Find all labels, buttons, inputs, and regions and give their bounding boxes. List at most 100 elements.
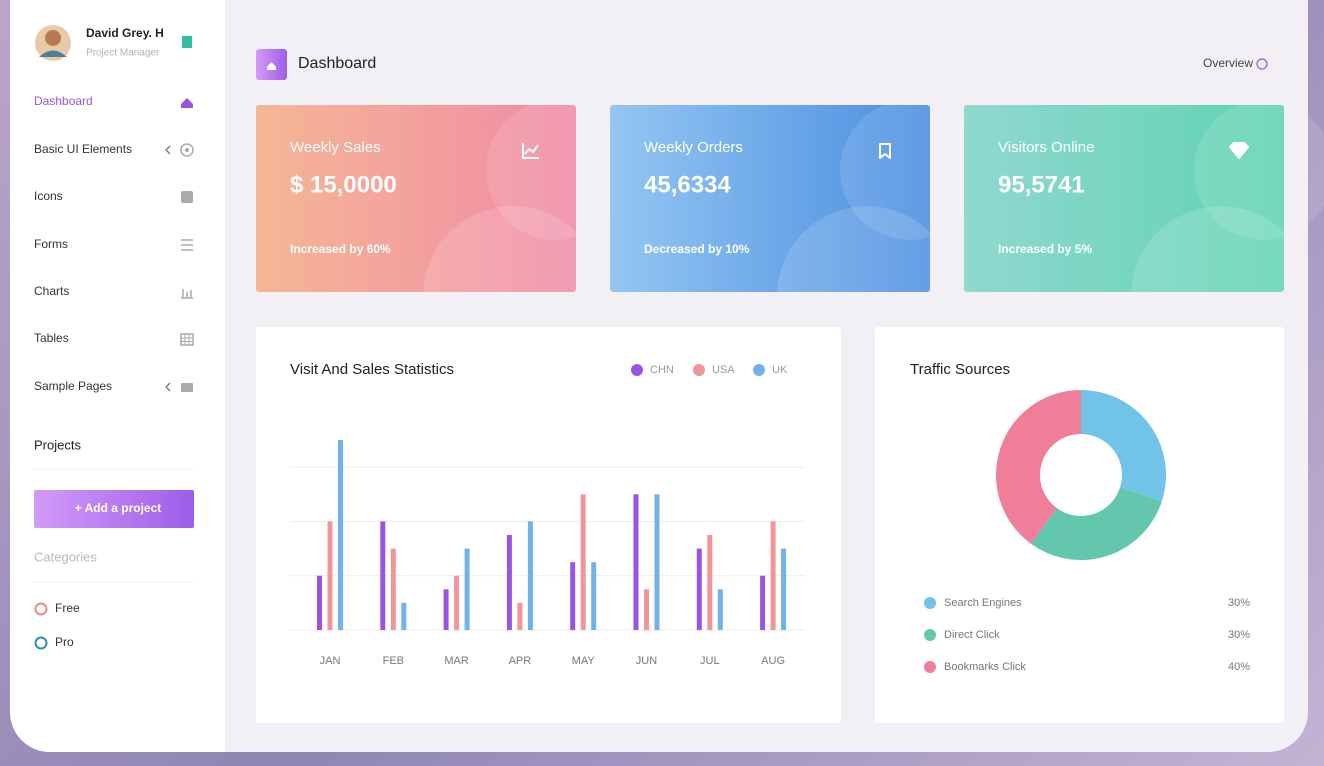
bar [591,562,597,630]
icon-target-dot [185,148,189,152]
legend-value: 30% [1228,597,1250,609]
user-role: Project Manager [86,48,160,59]
bar [454,575,460,630]
chevron[interactable] [165,382,171,392]
card-note: Increased by 60% [290,242,391,256]
bar [770,521,776,630]
chart-title: Traffic Sources [910,361,1010,378]
menu-item[interactable]: Dashboard [34,94,93,108]
donut-segment [996,390,1081,544]
category-label[interactable]: Free [55,601,80,615]
bar [401,602,407,630]
card-deco [423,206,576,292]
bar [443,589,449,630]
legend-dot [631,364,643,376]
donut-chart: Search Engines 30% Direct Click 30% Bookmark… [924,390,1250,673]
donut-segment [1031,487,1162,560]
bar [633,494,639,630]
sidebar-bg [10,0,225,752]
add-project-button[interactable] [34,490,194,528]
card-deco [777,206,930,292]
menu-item[interactable]: Sample Pages [34,379,112,393]
card-value: 95,5741 [998,171,1085,198]
stat-card: Weekly Sales $ 15,0000 Increased by 60% [256,100,626,292]
overview-link[interactable]: Overview [1203,56,1253,70]
x-tick-label: MAY [572,655,596,667]
menu-item[interactable]: Forms [34,237,68,251]
x-tick-label: JUN [636,655,657,667]
bar [464,548,470,630]
x-tick-label: FEB [383,655,404,667]
chevron[interactable] [165,145,171,155]
x-tick-label: AUG [761,655,785,667]
x-tick-label: JUL [700,655,720,667]
x-tick-label: MAR [444,655,469,667]
add-project-label: + Add a project [75,501,162,515]
category-dot [34,636,48,650]
menu-item[interactable]: Charts [34,284,69,298]
bar [644,589,649,630]
categories-heading: Categories [34,549,97,564]
menu-item[interactable]: Basic UI Elements [34,142,132,156]
bar [570,562,576,630]
bar [654,494,660,630]
card-value: $ 15,0000 [290,171,397,198]
card-title: Weekly Orders [644,139,743,156]
stat-card: Visitors Online 95,5741 Increased by 5% [964,100,1324,292]
card-title: Weekly Sales [290,139,381,156]
x-tick-label: JAN [320,655,341,667]
avatar-body [39,50,67,57]
x-tick-label: APR [509,655,532,667]
card-title: Visitors Online [998,139,1094,156]
bar [338,440,343,630]
info-icon[interactable] [1256,58,1268,70]
icon-list [181,239,193,251]
projects-heading: Projects [34,437,81,452]
bar [696,548,702,630]
legend-dot [924,629,936,641]
bar [781,548,787,630]
icon-home [181,98,193,108]
bar [580,494,586,630]
card-icon [1229,142,1249,159]
legend-value: 40% [1228,661,1250,673]
card-icon [879,143,891,159]
page-title: Dashboard [298,55,376,72]
menu-item[interactable]: Icons [34,189,63,203]
bar [317,575,322,630]
bar [506,535,512,630]
stat-card: Weekly Orders 45,6334 Decreased by 10% [610,100,980,292]
card-bg [964,105,1284,292]
card-value: 45,6334 [644,171,731,198]
legend-dot [693,364,705,376]
chart-title: Visit And Sales Statistics [290,361,454,378]
bar [717,589,723,630]
bar [390,548,396,630]
menu-item[interactable]: Tables [34,331,69,345]
bar [527,521,533,630]
card-note: Decreased by 10% [644,242,750,256]
legend-label: Direct Click [944,629,1000,641]
header-home [267,62,276,70]
bar-chart: JAN FEB MAR APR MAY JUN JUL AUG CHN USA UK [290,364,805,667]
card-bg [610,105,930,292]
card-deco [840,100,980,240]
icon-table [180,333,194,346]
legend-label: UK [772,364,788,376]
icon-table-grid [181,334,193,345]
legend-label: CHN [650,364,674,376]
visit-panel [256,327,841,723]
icon-chart [181,289,193,299]
bar [517,602,523,630]
card-note: Increased by 5% [998,242,1092,256]
card-deco [1131,206,1284,292]
legend-label: Search Engines [944,597,1022,609]
user-name: David Grey. H [86,26,164,40]
legend-value: 30% [1228,629,1250,641]
category-label[interactable]: Pro [55,635,74,649]
donut-segment [1081,390,1166,502]
legend-dot [753,364,765,376]
menu: Dashboard Basic UI Elements Icons Forms Char… [34,94,132,393]
